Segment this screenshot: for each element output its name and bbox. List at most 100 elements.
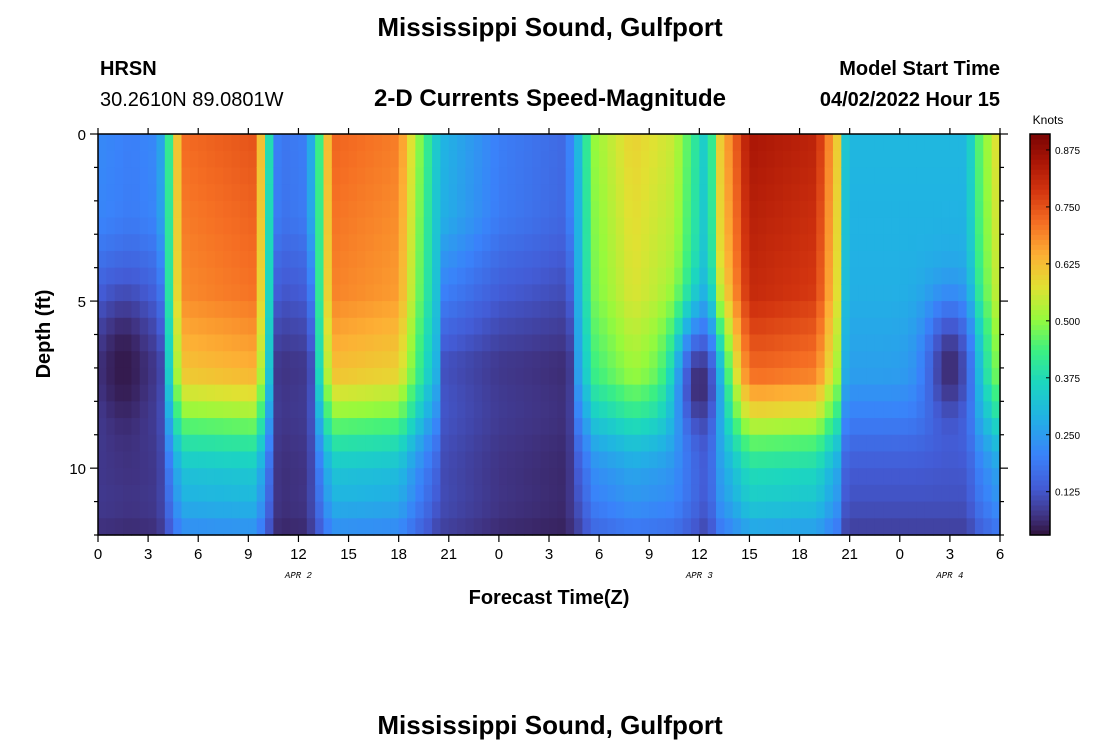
- heatmap-cell: [465, 334, 475, 352]
- heatmap-cell: [674, 468, 684, 486]
- heatmap-cell: [866, 184, 876, 202]
- heatmap-cell: [507, 234, 517, 252]
- heatmap-cell: [582, 184, 592, 202]
- heatmap-cell: [148, 384, 158, 402]
- heatmap-cell: [148, 468, 158, 486]
- heatmap-cell: [356, 518, 366, 536]
- heatmap-cell: [448, 384, 458, 402]
- heatmap-cell: [916, 451, 926, 469]
- x-tick-label: 0: [94, 546, 102, 563]
- x-tick-label: 15: [340, 546, 357, 563]
- heatmap-cell: [206, 234, 216, 252]
- heatmap-cell: [181, 150, 191, 169]
- heatmap-cell: [473, 367, 483, 386]
- heatmap-cell: [983, 468, 993, 486]
- heatmap-cell: [615, 267, 625, 285]
- heatmap-cell: [791, 134, 801, 152]
- heatmap-cell: [181, 217, 191, 235]
- heatmap-cell: [899, 301, 909, 319]
- heatmap-cell: [381, 418, 391, 436]
- heatmap-cell: [891, 150, 901, 169]
- heatmap-cell: [156, 468, 166, 486]
- heatmap-cell: [465, 217, 475, 235]
- heatmap-cell: [983, 267, 993, 285]
- heatmap-cell: [649, 501, 659, 519]
- heatmap-cell: [398, 234, 408, 252]
- heatmap-cell: [682, 234, 692, 252]
- heatmap-cell: [457, 501, 467, 519]
- heatmap-cell: [515, 200, 525, 219]
- heatmap-cell: [189, 484, 199, 503]
- heatmap-cell: [799, 184, 809, 202]
- heatmap-cell: [966, 434, 976, 453]
- heatmap-cell: [874, 501, 884, 519]
- colorbar-segment: [1030, 194, 1050, 200]
- heatmap-cell: [198, 217, 208, 235]
- heatmap-cell: [231, 200, 241, 219]
- heatmap-cell: [331, 217, 341, 235]
- heatmap-cell: [498, 301, 508, 319]
- heatmap-cell: [657, 418, 667, 436]
- heatmap-cell: [231, 134, 241, 152]
- heatmap-cell: [574, 234, 584, 252]
- heatmap-cell: [607, 134, 617, 152]
- heatmap-cell: [198, 234, 208, 252]
- heatmap-cell: [390, 284, 400, 302]
- heatmap-cell: [574, 167, 584, 185]
- heatmap-cell: [398, 150, 408, 169]
- heatmap-cell: [348, 234, 358, 252]
- heatmap-cell: [465, 501, 475, 519]
- heatmap-cell: [323, 518, 333, 536]
- heatmap-cell: [757, 351, 767, 369]
- heatmap-cell: [707, 468, 717, 486]
- heatmap-cell: [298, 200, 308, 219]
- heatmap-cell: [356, 401, 366, 419]
- heatmap-cell: [457, 200, 467, 219]
- heatmap-cell: [198, 401, 208, 419]
- heatmap-cell: [799, 301, 809, 319]
- heatmap-cell: [858, 234, 867, 252]
- heatmap-cell: [682, 434, 692, 453]
- heatmap-cell: [549, 434, 558, 453]
- heatmap-cell: [807, 334, 817, 352]
- heatmap-cell: [599, 250, 609, 269]
- heatmap-cell: [365, 384, 375, 402]
- heatmap-cell: [373, 267, 383, 285]
- heatmap-cell: [473, 200, 483, 219]
- heatmap-cell: [891, 200, 901, 219]
- heatmap-cell: [832, 351, 842, 369]
- heatmap-cell: [966, 501, 976, 519]
- heatmap-cell: [908, 250, 918, 269]
- heatmap-cell: [323, 384, 333, 402]
- heatmap-cell: [799, 167, 809, 185]
- heatmap-cell: [824, 501, 834, 519]
- heatmap-cell: [390, 250, 400, 269]
- heatmap-cell: [315, 518, 325, 536]
- heatmap-cell: [148, 367, 158, 386]
- heatmap-cell: [214, 167, 224, 185]
- heatmap-cell: [899, 434, 909, 453]
- heatmap-cell: [724, 150, 734, 169]
- heatmap-cell: [139, 167, 149, 185]
- heatmap-cell: [423, 351, 433, 369]
- heatmap-cell: [791, 434, 801, 453]
- heatmap-cell: [841, 484, 851, 503]
- heatmap-cell: [231, 468, 241, 486]
- heatmap-cell: [807, 301, 817, 319]
- heatmap-cell: [323, 167, 333, 185]
- heatmap-cell: [498, 384, 508, 402]
- heatmap-cell: [766, 518, 776, 536]
- heatmap-cell: [607, 267, 617, 285]
- heatmap-cell: [791, 301, 801, 319]
- heatmap-cell: [924, 518, 934, 536]
- heatmap-cell: [924, 167, 934, 185]
- heatmap-cell: [908, 401, 918, 419]
- heatmap-cell: [933, 301, 943, 319]
- heatmap-cell: [164, 351, 174, 369]
- heatmap-cell: [849, 284, 859, 302]
- heatmap-cell: [782, 184, 792, 202]
- heatmap-cell: [440, 501, 450, 519]
- heatmap-cell: [891, 451, 901, 469]
- heatmap-cell: [181, 284, 191, 302]
- heatmap-cell: [356, 184, 366, 202]
